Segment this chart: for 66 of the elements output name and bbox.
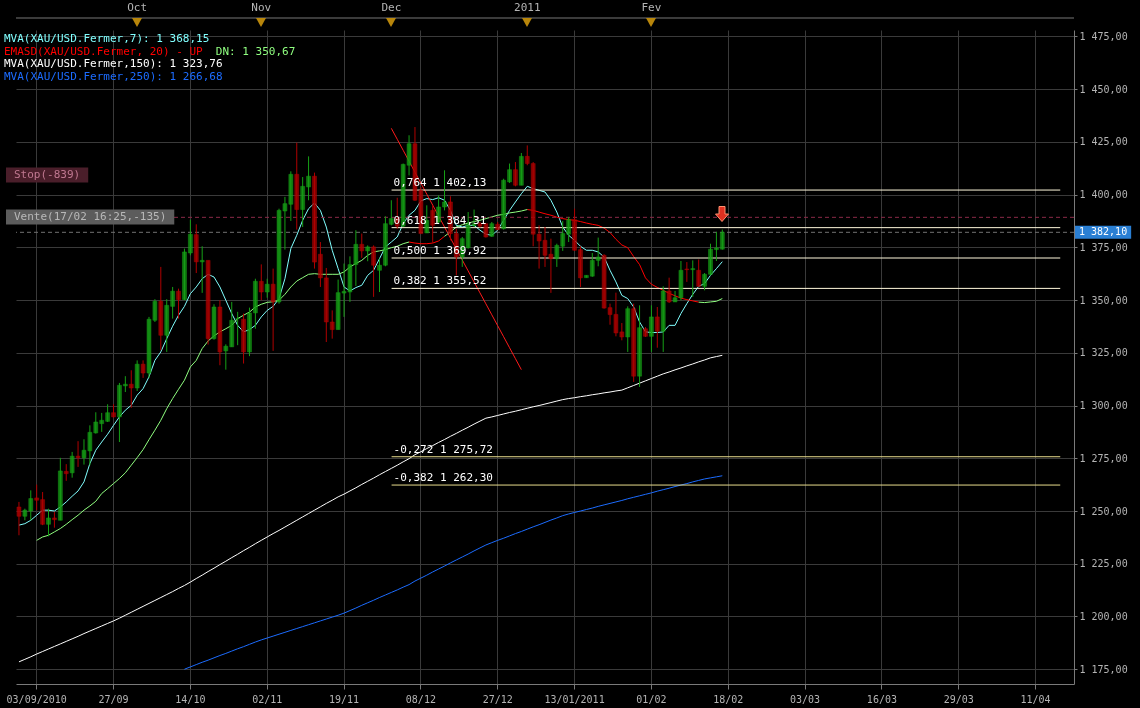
x-tick-label: 27/12: [482, 693, 513, 705]
text: EMASD(XAU/USD.Fermer, 20) - UP: [4, 44, 204, 58]
x-tick-label: 03/03: [790, 693, 821, 705]
x-tick-label: 01/02: [636, 693, 667, 705]
ref-line-label: -0,382 1 262,30: [393, 471, 493, 485]
annotation: Vente(17/02 16:25,-135): [14, 210, 167, 223]
y-tick-label: 1 450,00: [1079, 83, 1128, 95]
text: Fev: [641, 1, 662, 14]
x-tick-label: 18/02: [713, 693, 744, 705]
line-series: [183, 475, 723, 670]
x-tick-label: 03/09/2010: [6, 693, 67, 705]
y-tick-label: 1 325,00: [1079, 347, 1128, 359]
y-tick-label: 1 300,00: [1079, 400, 1128, 412]
x-tick-label: 02/11: [252, 693, 283, 705]
text: Nov: [251, 1, 272, 14]
candlestick: [75, 440, 81, 468]
y-tick-label: 1 375,00: [1079, 241, 1128, 253]
candlestick: [684, 261, 690, 283]
text: 2011: [514, 1, 541, 14]
y-tick-label: 1 350,00: [1079, 294, 1128, 306]
y-tick-label: 1 382,10: [1079, 226, 1128, 238]
y-tick-label: 1 200,00: [1079, 610, 1128, 622]
y-tick-label: 1 225,00: [1079, 558, 1128, 570]
annotation: Stop(-839): [14, 168, 81, 181]
text: Dec: [381, 1, 402, 14]
x-tick-label: 14/10: [175, 693, 206, 705]
line-series: [390, 127, 522, 371]
candlestick: [199, 245, 205, 294]
x-tick-label: 11/04: [1020, 693, 1051, 705]
candlestick: [258, 263, 264, 301]
y-tick-label: 1 475,00: [1079, 30, 1128, 42]
candlestick: [696, 259, 701, 288]
candlestick: [359, 233, 365, 259]
y-tick-label: 1 425,00: [1079, 136, 1128, 148]
candlestick: [690, 259, 696, 298]
text: MVA(XAU/USD.Fermer,150): 1 323,76: [4, 57, 223, 70]
candlestick: [16, 501, 22, 536]
text: MVA(XAU/USD.Fermer,250): 1 266,68: [4, 69, 223, 83]
y-tick-label: 1 275,00: [1079, 452, 1128, 464]
candlestick: [513, 161, 518, 187]
x-tick-label: 19/11: [328, 693, 360, 705]
candlestick: [46, 508, 51, 537]
candlestick: [371, 244, 376, 298]
x-tick-label: 13/01/2011: [544, 693, 605, 705]
candlestick: [270, 268, 276, 352]
candlestick: [666, 277, 672, 304]
x-tick-label: 16/03: [866, 693, 897, 705]
y-tick-label: 1 400,00: [1079, 189, 1128, 201]
candlestick: [649, 304, 654, 353]
x-tick-label: 27/09: [98, 693, 129, 705]
y-tick-label: 1 175,00: [1079, 663, 1128, 675]
text: Oct: [127, 1, 148, 14]
candlestick: [424, 204, 430, 234]
line-series: [18, 354, 723, 663]
candlestick: [128, 369, 134, 409]
x-tick-label: 29/03: [943, 693, 974, 705]
y-tick-label: 1 250,00: [1079, 505, 1128, 517]
x-tick-label: 08/12: [405, 693, 436, 705]
candlestick: [176, 288, 181, 320]
candlestick: [264, 278, 270, 299]
candlestick: [655, 306, 660, 349]
text: MVA(XAU/USD.Fermer,7): 1 368,15: [4, 32, 210, 45]
text: DN: 1 350,67: [215, 44, 296, 58]
candlestick: [430, 204, 435, 244]
candlestick: [69, 451, 75, 479]
candlestick: [134, 359, 140, 392]
